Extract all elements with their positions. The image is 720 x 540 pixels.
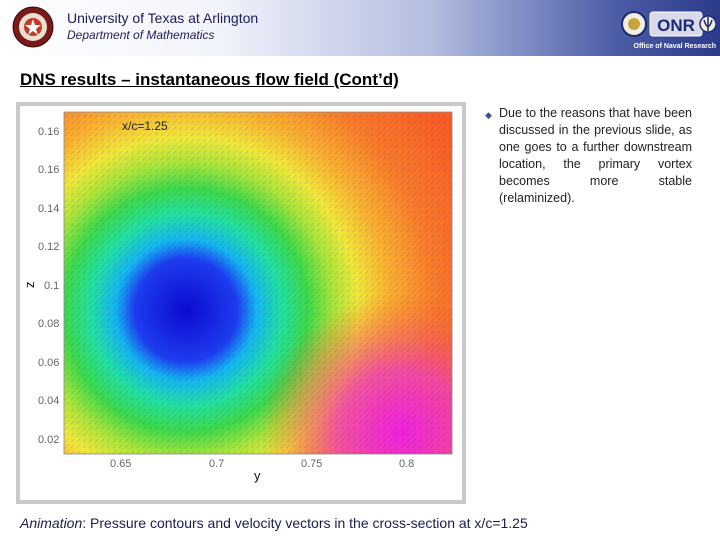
bullet-point: ◆ Due to the reasons that have been disc… [485, 105, 692, 207]
flow-field-plot-frame[interactable]: x/c=1.25 0.16 0.16 0.14 0.12 0.1 0.08 0.… [16, 102, 466, 504]
slide-header: University of Texas at Arlington Departm… [0, 0, 720, 56]
slide-caption: Animation: Pressure contours and velocit… [20, 515, 528, 531]
x-tick-label: 0.65 [110, 458, 131, 470]
slide-title: DNS results – instantaneous flow field (… [20, 70, 399, 89]
y-tick-label: 0.04 [38, 395, 59, 407]
department-name: Department of Mathematics [67, 28, 215, 42]
y-tick-label: 0.02 [38, 434, 59, 446]
x-axis-label: y [254, 468, 261, 483]
caption-label: Animation [20, 515, 83, 531]
y-tick-label: 0.12 [38, 241, 59, 253]
y-tick-label: 0.08 [38, 318, 59, 330]
y-tick-label: 0.1 [44, 280, 59, 292]
university-seal-logo [12, 6, 54, 48]
x-tick-label: 0.7 [209, 458, 224, 470]
x-tick-label: 0.75 [301, 458, 322, 470]
y-tick-label: 0.14 [38, 203, 59, 215]
x-tick-labels: 0.65 0.7 0.75 0.8 [110, 458, 414, 470]
bullet-text: Due to the reasons that have been discus… [499, 106, 692, 205]
y-tick-labels: 0.16 0.16 0.14 0.12 0.1 0.08 0.06 0.04 0… [38, 126, 59, 446]
university-name: University of Texas at Arlington [67, 10, 259, 26]
bullet-diamond-icon: ◆ [485, 110, 492, 120]
onr-name: Office of Naval Research [633, 43, 716, 50]
onr-logo: ONR [621, 11, 716, 37]
onr-acronym: ONR [657, 16, 695, 35]
pressure-contour-field [64, 112, 452, 454]
plot-border [63, 111, 453, 455]
y-tick-label: 0.16 [38, 164, 59, 176]
y-tick-label: 0.06 [38, 357, 59, 369]
y-axis-label: z [22, 282, 37, 289]
y-tick-label: 0.16 [38, 126, 59, 138]
caption-text: : Pressure contours and velocity vectors… [82, 515, 528, 531]
plot-annotation: x/c=1.25 [122, 119, 168, 133]
flow-field-plot[interactable]: x/c=1.25 0.16 0.16 0.14 0.12 0.1 0.08 0.… [16, 102, 466, 504]
x-tick-label: 0.8 [399, 458, 414, 470]
